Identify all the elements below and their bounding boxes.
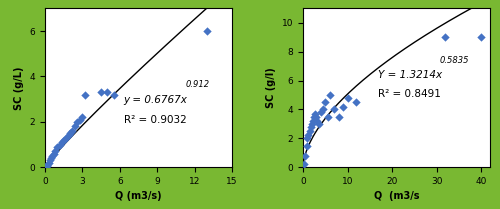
Point: [46, 159, 54, 162]
Point: [50, 152, 58, 155]
Point: [66, 131, 74, 135]
Point: [47, 157, 55, 160]
X-axis label: Q  (m3/s: Q (m3/s: [374, 191, 420, 201]
Point: [60, 138, 68, 142]
Point: [58, 141, 66, 144]
Point: [326, 93, 334, 97]
Point: [71, 125, 79, 128]
Point: [442, 36, 450, 39]
Y-axis label: SC (g/L): SC (g/L): [14, 66, 24, 110]
Point: [308, 122, 316, 126]
Point: [68, 129, 76, 133]
Point: [78, 116, 86, 119]
Point: [203, 29, 211, 33]
Point: [81, 93, 89, 96]
Point: [51, 150, 59, 153]
Point: [314, 119, 322, 123]
Point: [306, 125, 314, 129]
Point: [43, 164, 51, 168]
Point: [352, 101, 360, 104]
Point: [330, 108, 338, 111]
Text: 0.912: 0.912: [185, 80, 210, 89]
Point: [322, 101, 330, 104]
Text: R² = 0.9032: R² = 0.9032: [124, 115, 186, 125]
Point: [302, 154, 310, 157]
Text: Y = 1.3214x: Y = 1.3214x: [378, 70, 442, 80]
Point: [302, 144, 310, 147]
Point: [74, 120, 82, 124]
Point: [334, 115, 342, 118]
Point: [310, 115, 318, 118]
Point: [319, 108, 327, 111]
Text: y = 0.6767x: y = 0.6767x: [124, 96, 188, 106]
Point: [304, 137, 312, 140]
Point: [110, 93, 118, 96]
Point: [477, 36, 485, 39]
Point: [64, 134, 72, 137]
Point: [56, 143, 64, 146]
Point: [300, 163, 308, 166]
Point: [97, 91, 105, 94]
Y-axis label: SC (g/l): SC (g/l): [266, 68, 276, 108]
Text: 0.5835: 0.5835: [440, 56, 469, 65]
Point: [62, 136, 70, 139]
Point: [312, 112, 320, 115]
X-axis label: Q (m3/s): Q (m3/s): [115, 191, 162, 201]
Point: [304, 134, 312, 137]
Point: [76, 118, 84, 121]
Point: [44, 163, 52, 167]
Point: [312, 115, 320, 118]
Point: [104, 91, 112, 94]
Point: [44, 161, 52, 164]
Point: [48, 154, 56, 158]
Point: [317, 111, 325, 114]
Point: [344, 96, 351, 99]
Point: [339, 105, 347, 108]
Point: [54, 145, 62, 148]
Point: [324, 115, 332, 118]
Point: [306, 129, 314, 133]
Point: [309, 119, 317, 123]
Text: R² = 0.8491: R² = 0.8491: [378, 89, 440, 99]
Point: [314, 122, 322, 126]
